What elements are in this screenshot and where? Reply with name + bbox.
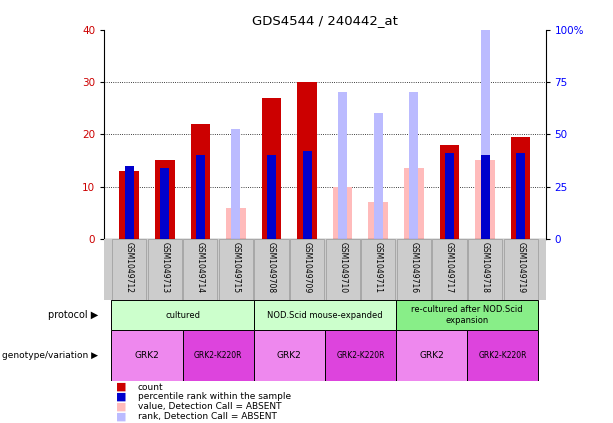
Bar: [409, 93, 418, 239]
Bar: [148, 239, 182, 300]
Text: GRK2-K220R: GRK2-K220R: [479, 351, 527, 360]
Text: protocol ▶: protocol ▶: [48, 310, 98, 320]
Bar: [333, 187, 352, 239]
Bar: [254, 300, 396, 330]
Bar: [396, 300, 538, 330]
Bar: [124, 166, 134, 239]
Bar: [361, 239, 395, 300]
Bar: [516, 153, 525, 239]
Text: cultured: cultured: [165, 310, 200, 320]
Text: GSM1049717: GSM1049717: [445, 242, 454, 293]
Text: GSM1049716: GSM1049716: [409, 242, 419, 293]
Text: GSM1049719: GSM1049719: [516, 242, 525, 293]
Text: GSM1049718: GSM1049718: [481, 242, 490, 293]
Bar: [325, 330, 396, 381]
Text: GRK2: GRK2: [419, 351, 444, 360]
Bar: [219, 239, 253, 300]
Text: GRK2-K220R: GRK2-K220R: [194, 351, 242, 360]
Bar: [404, 168, 424, 239]
Bar: [196, 155, 205, 239]
Text: rank, Detection Call = ABSENT: rank, Detection Call = ABSENT: [138, 412, 277, 421]
Bar: [481, 155, 490, 239]
Text: GSM1049708: GSM1049708: [267, 242, 276, 293]
Bar: [468, 239, 502, 300]
Bar: [374, 113, 383, 239]
Text: GSM1049714: GSM1049714: [196, 242, 205, 293]
Bar: [297, 82, 317, 239]
Bar: [445, 153, 454, 239]
Text: GSM1049711: GSM1049711: [374, 242, 383, 293]
Title: GDS4544 / 240442_at: GDS4544 / 240442_at: [252, 14, 398, 27]
Bar: [262, 98, 281, 239]
Bar: [155, 160, 175, 239]
Bar: [183, 239, 218, 300]
Text: genotype/variation ▶: genotype/variation ▶: [2, 351, 98, 360]
Bar: [481, 30, 490, 239]
Bar: [183, 330, 254, 381]
Text: ■: ■: [116, 411, 127, 421]
Bar: [303, 151, 311, 239]
Text: GSM1049713: GSM1049713: [160, 242, 169, 293]
Text: GSM1049715: GSM1049715: [231, 242, 240, 293]
Bar: [120, 171, 139, 239]
Text: percentile rank within the sample: percentile rank within the sample: [138, 392, 291, 401]
Bar: [397, 239, 431, 300]
Bar: [396, 330, 467, 381]
Bar: [232, 129, 240, 239]
Text: GRK2: GRK2: [277, 351, 302, 360]
Bar: [254, 330, 325, 381]
Bar: [191, 124, 210, 239]
Bar: [432, 239, 466, 300]
Text: ■: ■: [116, 392, 127, 402]
Text: GRK2: GRK2: [134, 351, 159, 360]
Text: value, Detection Call = ABSENT: value, Detection Call = ABSENT: [138, 402, 281, 411]
Text: GRK2-K220R: GRK2-K220R: [337, 351, 385, 360]
Bar: [326, 239, 360, 300]
Text: ■: ■: [116, 382, 127, 392]
Text: count: count: [138, 382, 164, 392]
Text: GSM1049712: GSM1049712: [124, 242, 134, 293]
Text: GSM1049710: GSM1049710: [338, 242, 347, 293]
Bar: [368, 202, 388, 239]
Bar: [475, 160, 495, 239]
Bar: [112, 330, 183, 381]
Bar: [254, 239, 289, 300]
Text: ■: ■: [116, 401, 127, 412]
Bar: [226, 208, 246, 239]
Bar: [112, 300, 254, 330]
Bar: [503, 239, 538, 300]
Bar: [160, 168, 169, 239]
Bar: [112, 239, 147, 300]
Bar: [511, 137, 530, 239]
Bar: [338, 93, 347, 239]
Bar: [467, 330, 538, 381]
Text: GSM1049709: GSM1049709: [303, 242, 311, 293]
Text: NOD.Scid mouse-expanded: NOD.Scid mouse-expanded: [267, 310, 383, 320]
Bar: [290, 239, 324, 300]
Bar: [440, 145, 459, 239]
Text: re-cultured after NOD.Scid
expansion: re-cultured after NOD.Scid expansion: [411, 305, 523, 325]
Bar: [267, 155, 276, 239]
